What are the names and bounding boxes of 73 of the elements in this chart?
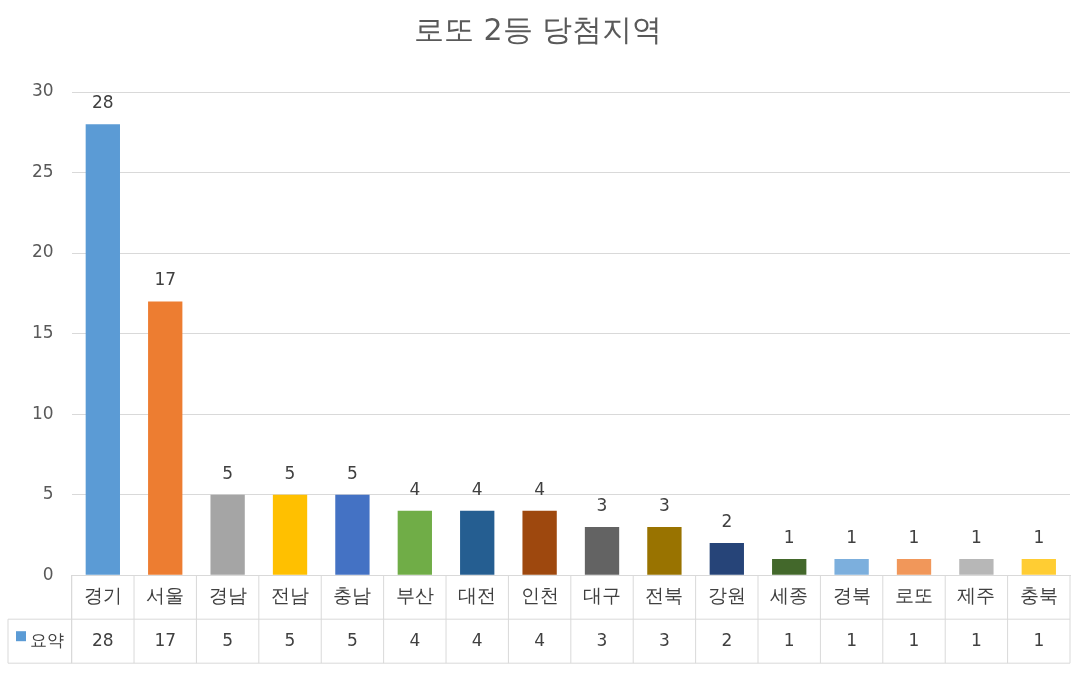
annotation: 3 bbox=[596, 494, 608, 515]
annotation: 1 bbox=[908, 527, 920, 548]
annotation: 1 bbox=[1033, 527, 1045, 548]
bar bbox=[584, 526, 620, 575]
data-label: 5 bbox=[222, 629, 234, 650]
data-label: 2 bbox=[721, 629, 733, 650]
bar bbox=[709, 542, 744, 575]
x-tick-label: 로또 bbox=[895, 583, 934, 606]
data-label: 1 bbox=[908, 629, 920, 650]
y-tick-label: 20 bbox=[31, 241, 54, 262]
annotation: 1 bbox=[846, 527, 858, 548]
annotation: 4 bbox=[471, 478, 483, 499]
bar bbox=[397, 510, 432, 575]
annotation: 4 bbox=[409, 478, 421, 499]
bar bbox=[210, 494, 245, 575]
y-tick-label: 10 bbox=[31, 402, 54, 423]
chart-title: 로또 2등 당첨지역 bbox=[412, 11, 664, 49]
annotation: 5 bbox=[284, 462, 296, 483]
x-tick-label: 전남 bbox=[271, 583, 310, 606]
data-label: 28 bbox=[92, 629, 114, 650]
legend-label: 요약 bbox=[30, 629, 64, 650]
bar bbox=[272, 494, 308, 575]
bar bbox=[834, 559, 869, 575]
data-label: 1 bbox=[783, 629, 795, 650]
bar bbox=[460, 510, 495, 575]
data-label: 1 bbox=[970, 629, 982, 650]
data-label: 1 bbox=[1033, 629, 1045, 650]
y-tick-label: 0 bbox=[42, 563, 54, 584]
bar bbox=[335, 494, 370, 575]
x-tick-label: 강원 bbox=[707, 583, 746, 606]
y-tick-label: 15 bbox=[31, 322, 54, 343]
bar bbox=[85, 124, 120, 575]
x-tick-label: 부산 bbox=[395, 583, 434, 606]
annotation: 3 bbox=[659, 494, 670, 515]
x-tick-label: 경남 bbox=[208, 583, 247, 606]
x-tick-label: 경북 bbox=[832, 583, 871, 606]
data-label: 17 bbox=[154, 629, 177, 650]
x-tick-label: 대전 bbox=[458, 583, 497, 606]
annotation: 5 bbox=[347, 462, 358, 483]
y-tick-label: 25 bbox=[31, 160, 54, 181]
bar bbox=[896, 559, 932, 575]
data-label: 4 bbox=[534, 629, 546, 650]
y-tick-label: 30 bbox=[31, 80, 54, 101]
data-label: 4 bbox=[471, 629, 483, 650]
x-tick-label: 경기 bbox=[83, 583, 122, 606]
data-label: 1 bbox=[846, 629, 858, 650]
data-label: 5 bbox=[347, 629, 358, 650]
x-tick-label: 충북 bbox=[1019, 583, 1058, 606]
bar bbox=[647, 526, 682, 575]
bar bbox=[148, 301, 183, 575]
x-tick-label: 대구 bbox=[583, 583, 622, 606]
data-label: 5 bbox=[284, 629, 296, 650]
x-tick-label: 충남 bbox=[333, 583, 372, 606]
bar bbox=[772, 559, 807, 575]
data-label: 3 bbox=[596, 629, 608, 650]
data-label: 3 bbox=[659, 629, 670, 650]
bar bbox=[522, 510, 557, 575]
x-tick-label: 제주 bbox=[957, 583, 996, 606]
annotation: 17 bbox=[154, 269, 177, 290]
annotation: 28 bbox=[92, 92, 114, 113]
x-tick-label: 인천 bbox=[520, 583, 559, 606]
bar bbox=[959, 559, 994, 575]
annotation: 5 bbox=[222, 462, 234, 483]
y-tick-label: 5 bbox=[42, 483, 54, 504]
x-tick-label: 서울 bbox=[146, 583, 185, 606]
bar bbox=[1021, 559, 1056, 575]
x-tick-label: 세종 bbox=[770, 583, 809, 606]
annotation: 4 bbox=[534, 478, 546, 499]
annotation: 2 bbox=[721, 510, 733, 531]
x-tick-label: 전북 bbox=[645, 583, 684, 606]
data-label: 4 bbox=[409, 629, 421, 650]
annotation: 1 bbox=[970, 527, 982, 548]
annotation: 1 bbox=[783, 527, 795, 548]
